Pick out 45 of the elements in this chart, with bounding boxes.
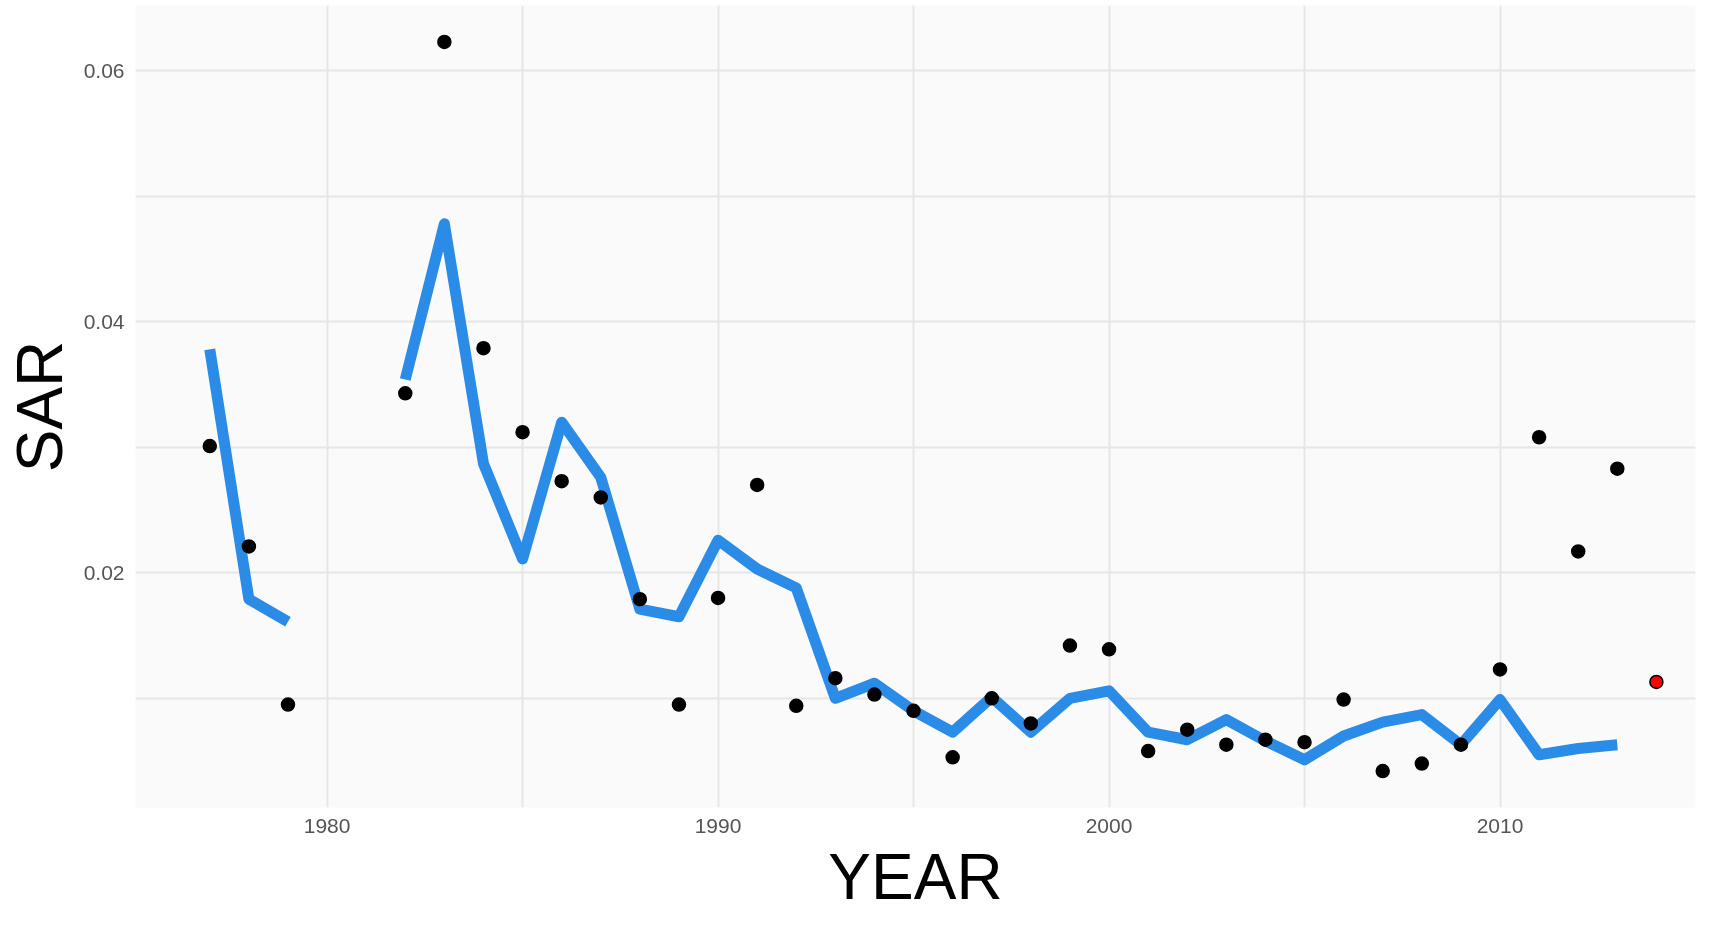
point	[1570, 544, 1586, 559]
point	[867, 687, 882, 702]
x-tick-label: 2010	[1476, 813, 1524, 837]
point	[1062, 638, 1078, 653]
point	[749, 477, 765, 493]
point	[515, 424, 530, 440]
point	[1179, 722, 1195, 737]
y-axis-title: SAR	[3, 340, 76, 473]
point	[1023, 716, 1039, 731]
point	[828, 670, 843, 686]
point	[1610, 461, 1625, 476]
point	[984, 691, 999, 706]
point	[398, 386, 413, 401]
y-tick-label: 0.04	[83, 309, 125, 333]
point	[476, 340, 491, 356]
point	[945, 750, 960, 765]
x-tick-label: 2000	[1085, 813, 1133, 837]
point	[789, 698, 804, 714]
point	[1258, 732, 1273, 747]
y-tick-label: 0.02	[83, 560, 125, 584]
point	[280, 697, 296, 712]
point	[906, 703, 921, 719]
point	[632, 591, 648, 607]
point	[1140, 743, 1156, 759]
point	[1219, 737, 1234, 752]
point	[710, 590, 726, 606]
point	[593, 490, 609, 505]
point	[1375, 763, 1390, 779]
point	[1492, 662, 1508, 677]
x-tick-label: 1980	[303, 813, 351, 837]
point	[1453, 737, 1469, 752]
point	[554, 473, 569, 489]
x-tick-label: 1990	[694, 813, 742, 837]
point	[1414, 756, 1430, 771]
point	[437, 34, 452, 50]
point	[241, 539, 257, 554]
point	[1649, 674, 1664, 690]
point	[1336, 692, 1351, 707]
point	[1101, 642, 1117, 657]
point	[671, 697, 687, 712]
point	[202, 438, 218, 454]
point	[1531, 430, 1547, 445]
point	[1297, 735, 1312, 750]
y-tick-label: 0.06	[83, 58, 125, 82]
x-axis-title: YEAR	[828, 840, 1003, 913]
